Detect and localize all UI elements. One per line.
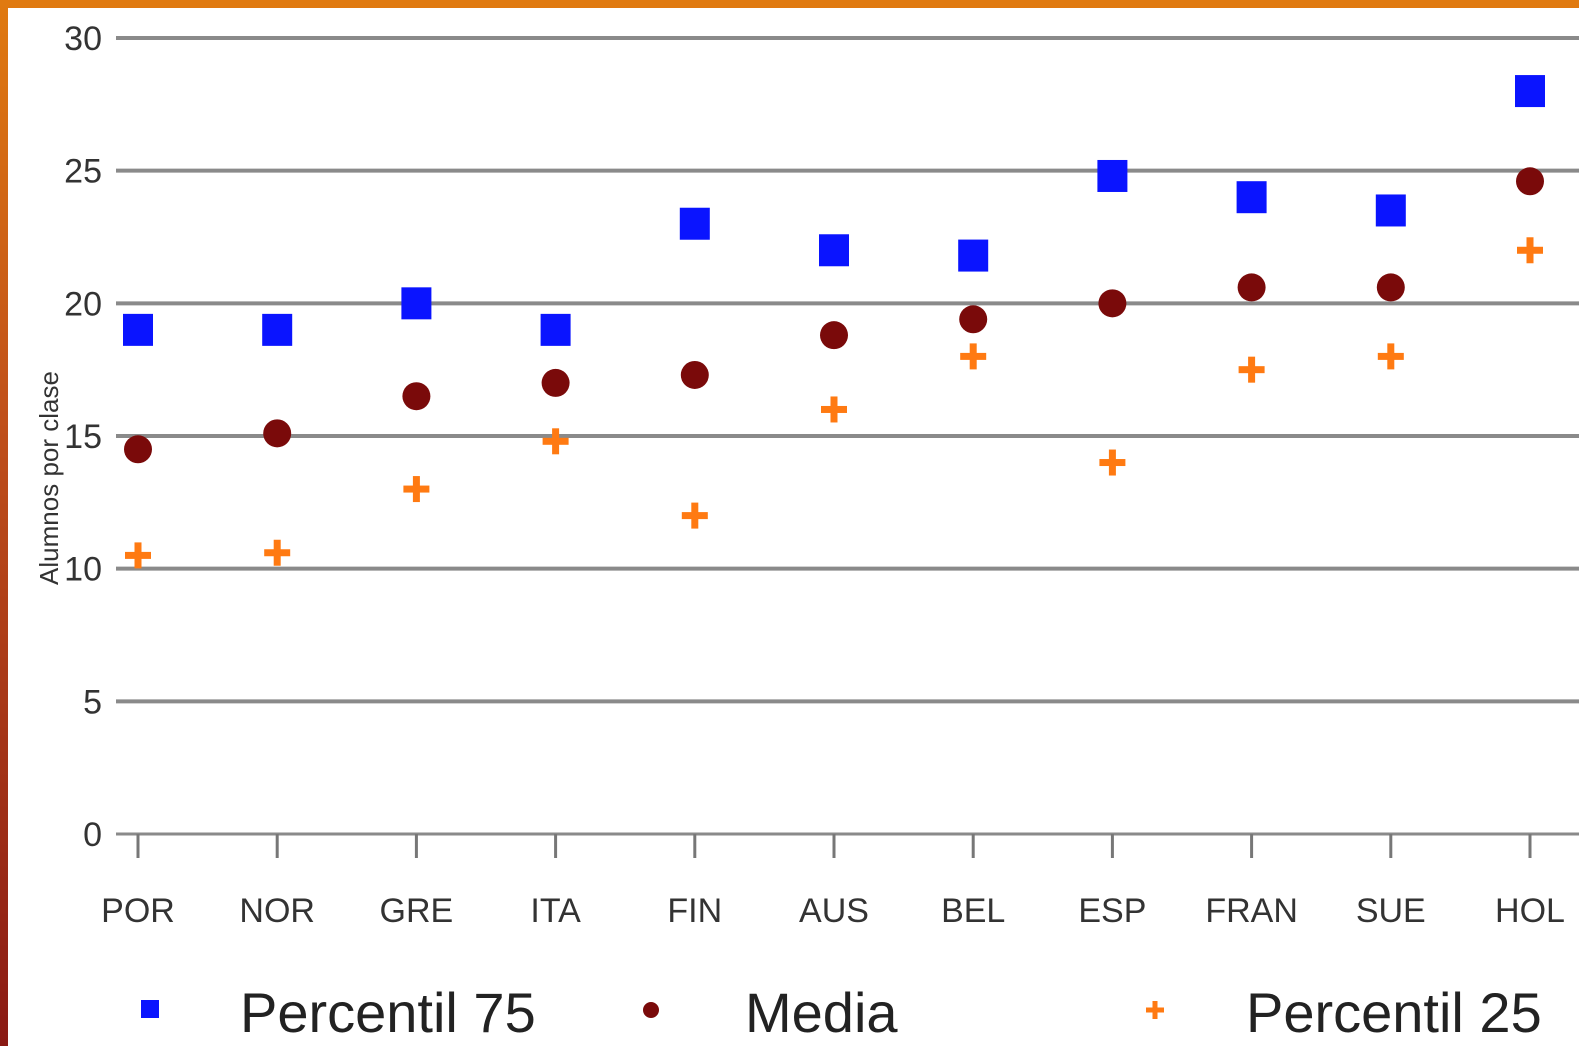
legend-plus-icon — [1146, 1001, 1164, 1019]
x-axis: POR NOR GRE ITA FIN AUS BEL ESP FRAN SUE HOL — [101, 834, 1565, 930]
x-category-label: FIN — [667, 892, 722, 930]
percentil75-point — [401, 287, 432, 320]
percentil75-point — [1375, 194, 1406, 227]
y-tick-label: 0 — [83, 816, 102, 854]
x-category-label: AUS — [799, 892, 869, 930]
percentil75-point — [679, 207, 710, 240]
x-category-label: ITA — [530, 892, 581, 930]
percentil75-point — [1236, 181, 1267, 214]
plus-bar-v — [273, 539, 281, 566]
x-category-label: NOR — [239, 892, 315, 930]
chart-panel: 0 5 10 15 20 25 30 POR NOR GRE ITA FIN AUS BEL ESP FRA… — [8, 8, 1579, 1046]
plus-bar-v — [1248, 356, 1256, 383]
percentil75-point — [262, 313, 293, 346]
media-point — [124, 435, 152, 464]
percentil25-point — [1517, 237, 1543, 264]
x-category-label: SUE — [1356, 892, 1426, 930]
x-category-label: GRE — [380, 892, 454, 930]
percentil25-point — [681, 502, 708, 529]
percentil75-point — [958, 239, 989, 272]
y-tick-label: 20 — [64, 285, 102, 323]
plus-bar-v — [552, 428, 560, 455]
plus-bar-v — [969, 343, 977, 370]
media-point — [1098, 289, 1127, 318]
scatter-chart: 0 5 10 15 20 25 30 POR NOR GRE ITA FIN AUS BEL ESP FRA… — [34, 20, 1579, 1044]
x-category-label: BEL — [941, 892, 1005, 930]
gridlines — [116, 36, 1579, 836]
percentil25-point — [1099, 449, 1126, 476]
legend: Percentil 75 Media Percentil 25 — [141, 981, 1542, 1044]
y-tick-label: 25 — [64, 153, 102, 191]
plus-bar-v — [830, 396, 838, 423]
x-category-label: ESP — [1078, 892, 1146, 930]
media-point — [263, 419, 292, 448]
y-axis-ticks: 0 5 10 15 20 25 30 — [64, 20, 102, 854]
data-marks — [123, 75, 1545, 569]
legend-label: Percentil 75 — [240, 981, 536, 1044]
percentil75-point — [123, 313, 153, 346]
percentil75-point — [540, 313, 571, 346]
media-point — [1516, 167, 1544, 196]
media-point — [1237, 273, 1266, 302]
plus-bar-v — [1152, 1001, 1158, 1019]
percentil25-point — [960, 343, 987, 370]
x-category-label: FRAN — [1205, 892, 1298, 930]
legend-label: Media — [745, 981, 898, 1044]
plus-bar-v — [1387, 343, 1395, 370]
legend-circle-icon — [643, 1002, 659, 1018]
x-category-label: HOL — [1495, 892, 1565, 930]
percentil25-point — [821, 396, 847, 423]
plus-bar-v — [1108, 449, 1116, 476]
percentil75-point — [819, 234, 849, 267]
y-tick-label: 5 — [83, 683, 102, 721]
percentil25-point — [125, 542, 151, 569]
plus-bar-v — [1526, 237, 1534, 264]
media-point — [680, 360, 709, 389]
legend-square-icon — [141, 1000, 159, 1018]
media-point — [541, 368, 570, 397]
y-tick-label: 30 — [64, 20, 102, 58]
percentil25-point — [403, 476, 430, 503]
plus-bar-v — [412, 476, 420, 503]
plus-bar-v — [134, 542, 142, 569]
legend-label: Percentil 25 — [1246, 981, 1542, 1044]
media-point — [820, 321, 848, 350]
y-tick-label: 15 — [64, 418, 102, 456]
percentil25-point — [542, 428, 569, 455]
y-tick-label: 10 — [64, 551, 102, 589]
x-category-label: POR — [101, 892, 175, 930]
percentil75-point — [1515, 75, 1545, 108]
media-point — [959, 305, 988, 334]
percentil25-point — [1238, 356, 1265, 383]
percentil25-point — [264, 539, 291, 566]
y-axis-title: Alumnos por clase — [34, 371, 64, 585]
plus-bar-v — [691, 502, 699, 529]
media-point — [1376, 273, 1405, 302]
media-point — [402, 382, 431, 411]
percentil75-point — [1097, 159, 1128, 192]
percentil25-point — [1377, 343, 1404, 370]
